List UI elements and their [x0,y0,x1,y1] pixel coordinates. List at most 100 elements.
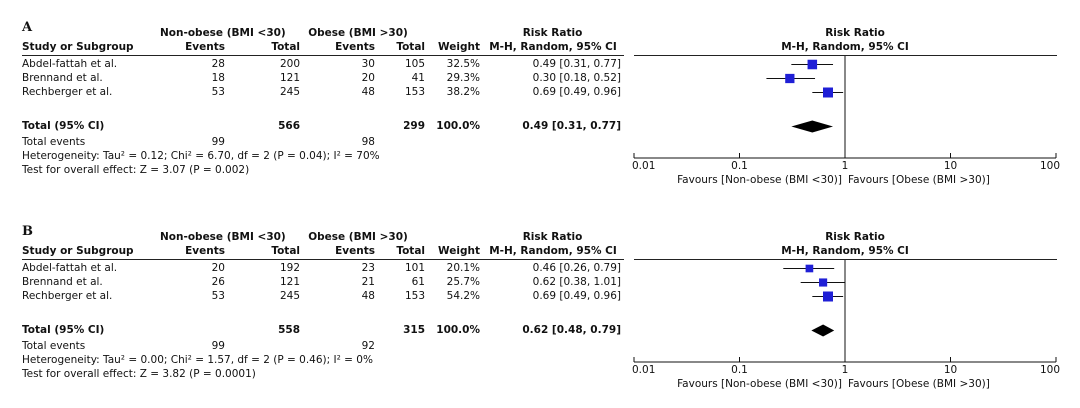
total2: 41 [411,72,425,84]
weight: 32.5% [446,58,480,70]
events2: 48 [361,290,375,302]
ci-text: 0.30 [0.18, 0.52] [532,72,621,84]
ci-text: 0.46 [0.26, 0.79] [532,262,621,274]
total-events-label: Total events [22,340,86,352]
total2-header: Total [396,41,425,53]
pooled-estimate-diamond [811,324,835,337]
study-name: Brennand et al. [22,72,103,84]
study-name: Abdel-fattah et al. [22,262,118,274]
overall-effect-text: Test for overall effect: Z = 3.82 (P = 0… [22,368,256,380]
total1: 192 [279,262,300,274]
forest-plot-panel-a: A Non-obese (BMI <30) Obese (BMI >30) Ri… [0,0,1080,200]
point-estimate-marker [785,73,795,84]
total-weight: 100.0% [436,324,480,336]
x-tick-label: 100 [1040,364,1060,376]
x-tick-label: 1 [842,160,849,172]
group2-header: Obese (BMI >30) [308,231,408,243]
ci-text: 0.62 [0.38, 1.01] [532,276,621,288]
weight: 29.3% [446,72,480,84]
weight-header: Weight [438,41,480,53]
events2: 48 [361,86,375,98]
events1-header: Events [185,245,225,257]
total1-header: Total [271,245,300,257]
x-tick-label: 1 [842,364,849,376]
total1: 245 [279,86,300,98]
weight: 25.7% [446,276,480,288]
point-estimate-marker [819,278,828,287]
plot-title: Risk Ratio [825,27,885,39]
x-tick-label: 0.01 [632,364,655,376]
total-label: Total (95% CI) [22,120,105,132]
heterogeneity-text: Heterogeneity: Tau² = 0.12; Chi² = 6.70,… [22,150,380,162]
total2: 153 [404,86,425,98]
total-events-label: Total events [22,136,86,148]
total1-sum: 558 [278,324,300,336]
heterogeneity-text: Heterogeneity: Tau² = 0.00; Chi² = 1.57,… [22,354,373,366]
favours-left-label: Favours [Non-obese (BMI <30)] [677,378,842,390]
x-tick-label: 0.1 [731,364,748,376]
weight: 20.1% [446,262,480,274]
header-rule [22,259,624,260]
events2: 20 [361,72,375,84]
study-name: Abdel-fattah et al. [22,58,118,70]
favours-left-label: Favours [Non-obese (BMI <30)] [677,174,842,186]
x-tick-label: 10 [944,160,957,172]
study-name: Rechberger et al. [22,290,113,302]
ci-text: 0.49 [0.31, 0.77] [532,58,621,70]
group1-header: Non-obese (BMI <30) [160,231,286,243]
plot-header-rule [634,259,1057,260]
ci-text: 0.69 [0.49, 0.96] [532,86,621,98]
weight: 54.2% [446,290,480,302]
events1: 26 [211,276,225,288]
study-name: Brennand et al. [22,276,103,288]
events2: 21 [361,276,375,288]
header-rule [22,55,624,56]
rr-title: Risk Ratio [522,27,583,39]
point-estimate-marker [807,59,818,70]
total1: 245 [279,290,300,302]
point-estimate-marker [805,264,814,273]
forest-plot-panel-b: B Non-obese (BMI <30) Obese (BMI >30) Ri… [0,204,1080,404]
point-estimate-marker [822,291,833,302]
total2: 153 [404,290,425,302]
total1: 200 [279,58,300,70]
method-header: M-H, Random, 95% CI [489,41,617,53]
ci-text: 0.69 [0.49, 0.96] [532,290,621,302]
events1: 53 [211,290,225,302]
total-ci-text: 0.49 [0.31, 0.77] [522,120,621,132]
group2-header: Obese (BMI >30) [308,27,408,39]
total1-sum: 566 [278,120,300,132]
total-events1: 99 [211,340,225,352]
total-events2: 92 [361,340,375,352]
total2: 105 [404,58,425,70]
total2-sum: 315 [403,324,425,336]
pooled-estimate-diamond [791,120,834,133]
total1-header: Total [271,41,300,53]
total1: 121 [279,72,300,84]
x-tick-label: 0.01 [632,160,655,172]
panel-label: A [22,20,33,35]
overall-effect-text: Test for overall effect: Z = 3.07 (P = 0… [22,164,250,176]
total2: 61 [411,276,425,288]
total2-header: Total [396,245,425,257]
total2-sum: 299 [403,120,425,132]
events2: 23 [361,262,375,274]
group1-header: Non-obese (BMI <30) [160,27,286,39]
x-tick-label: 10 [944,364,957,376]
plot-method-header: M-H, Random, 95% CI [781,245,909,257]
study-header: Study or Subgroup [22,41,134,53]
study-name: Rechberger et al. [22,86,113,98]
events2-header: Events [335,41,375,53]
plot-title: Risk Ratio [825,231,885,243]
rr-title: Risk Ratio [522,231,583,243]
forest-plot-b: 0.01 0.1 1 10 100 Favours [Non-obese (BMI <30… [632,260,1060,390]
point-estimate-marker [822,87,833,98]
weight-header: Weight [438,245,480,257]
x-tick-label: 0.1 [731,160,748,172]
study-header: Study or Subgroup [22,245,134,257]
events2: 30 [361,58,375,70]
forest-plot-a: 0.01 0.1 1 10 100 Favours [Non-obese (BMI <30… [632,56,1060,186]
plot-header-rule [634,55,1057,56]
weight: 38.2% [446,86,480,98]
total2: 101 [404,262,425,274]
